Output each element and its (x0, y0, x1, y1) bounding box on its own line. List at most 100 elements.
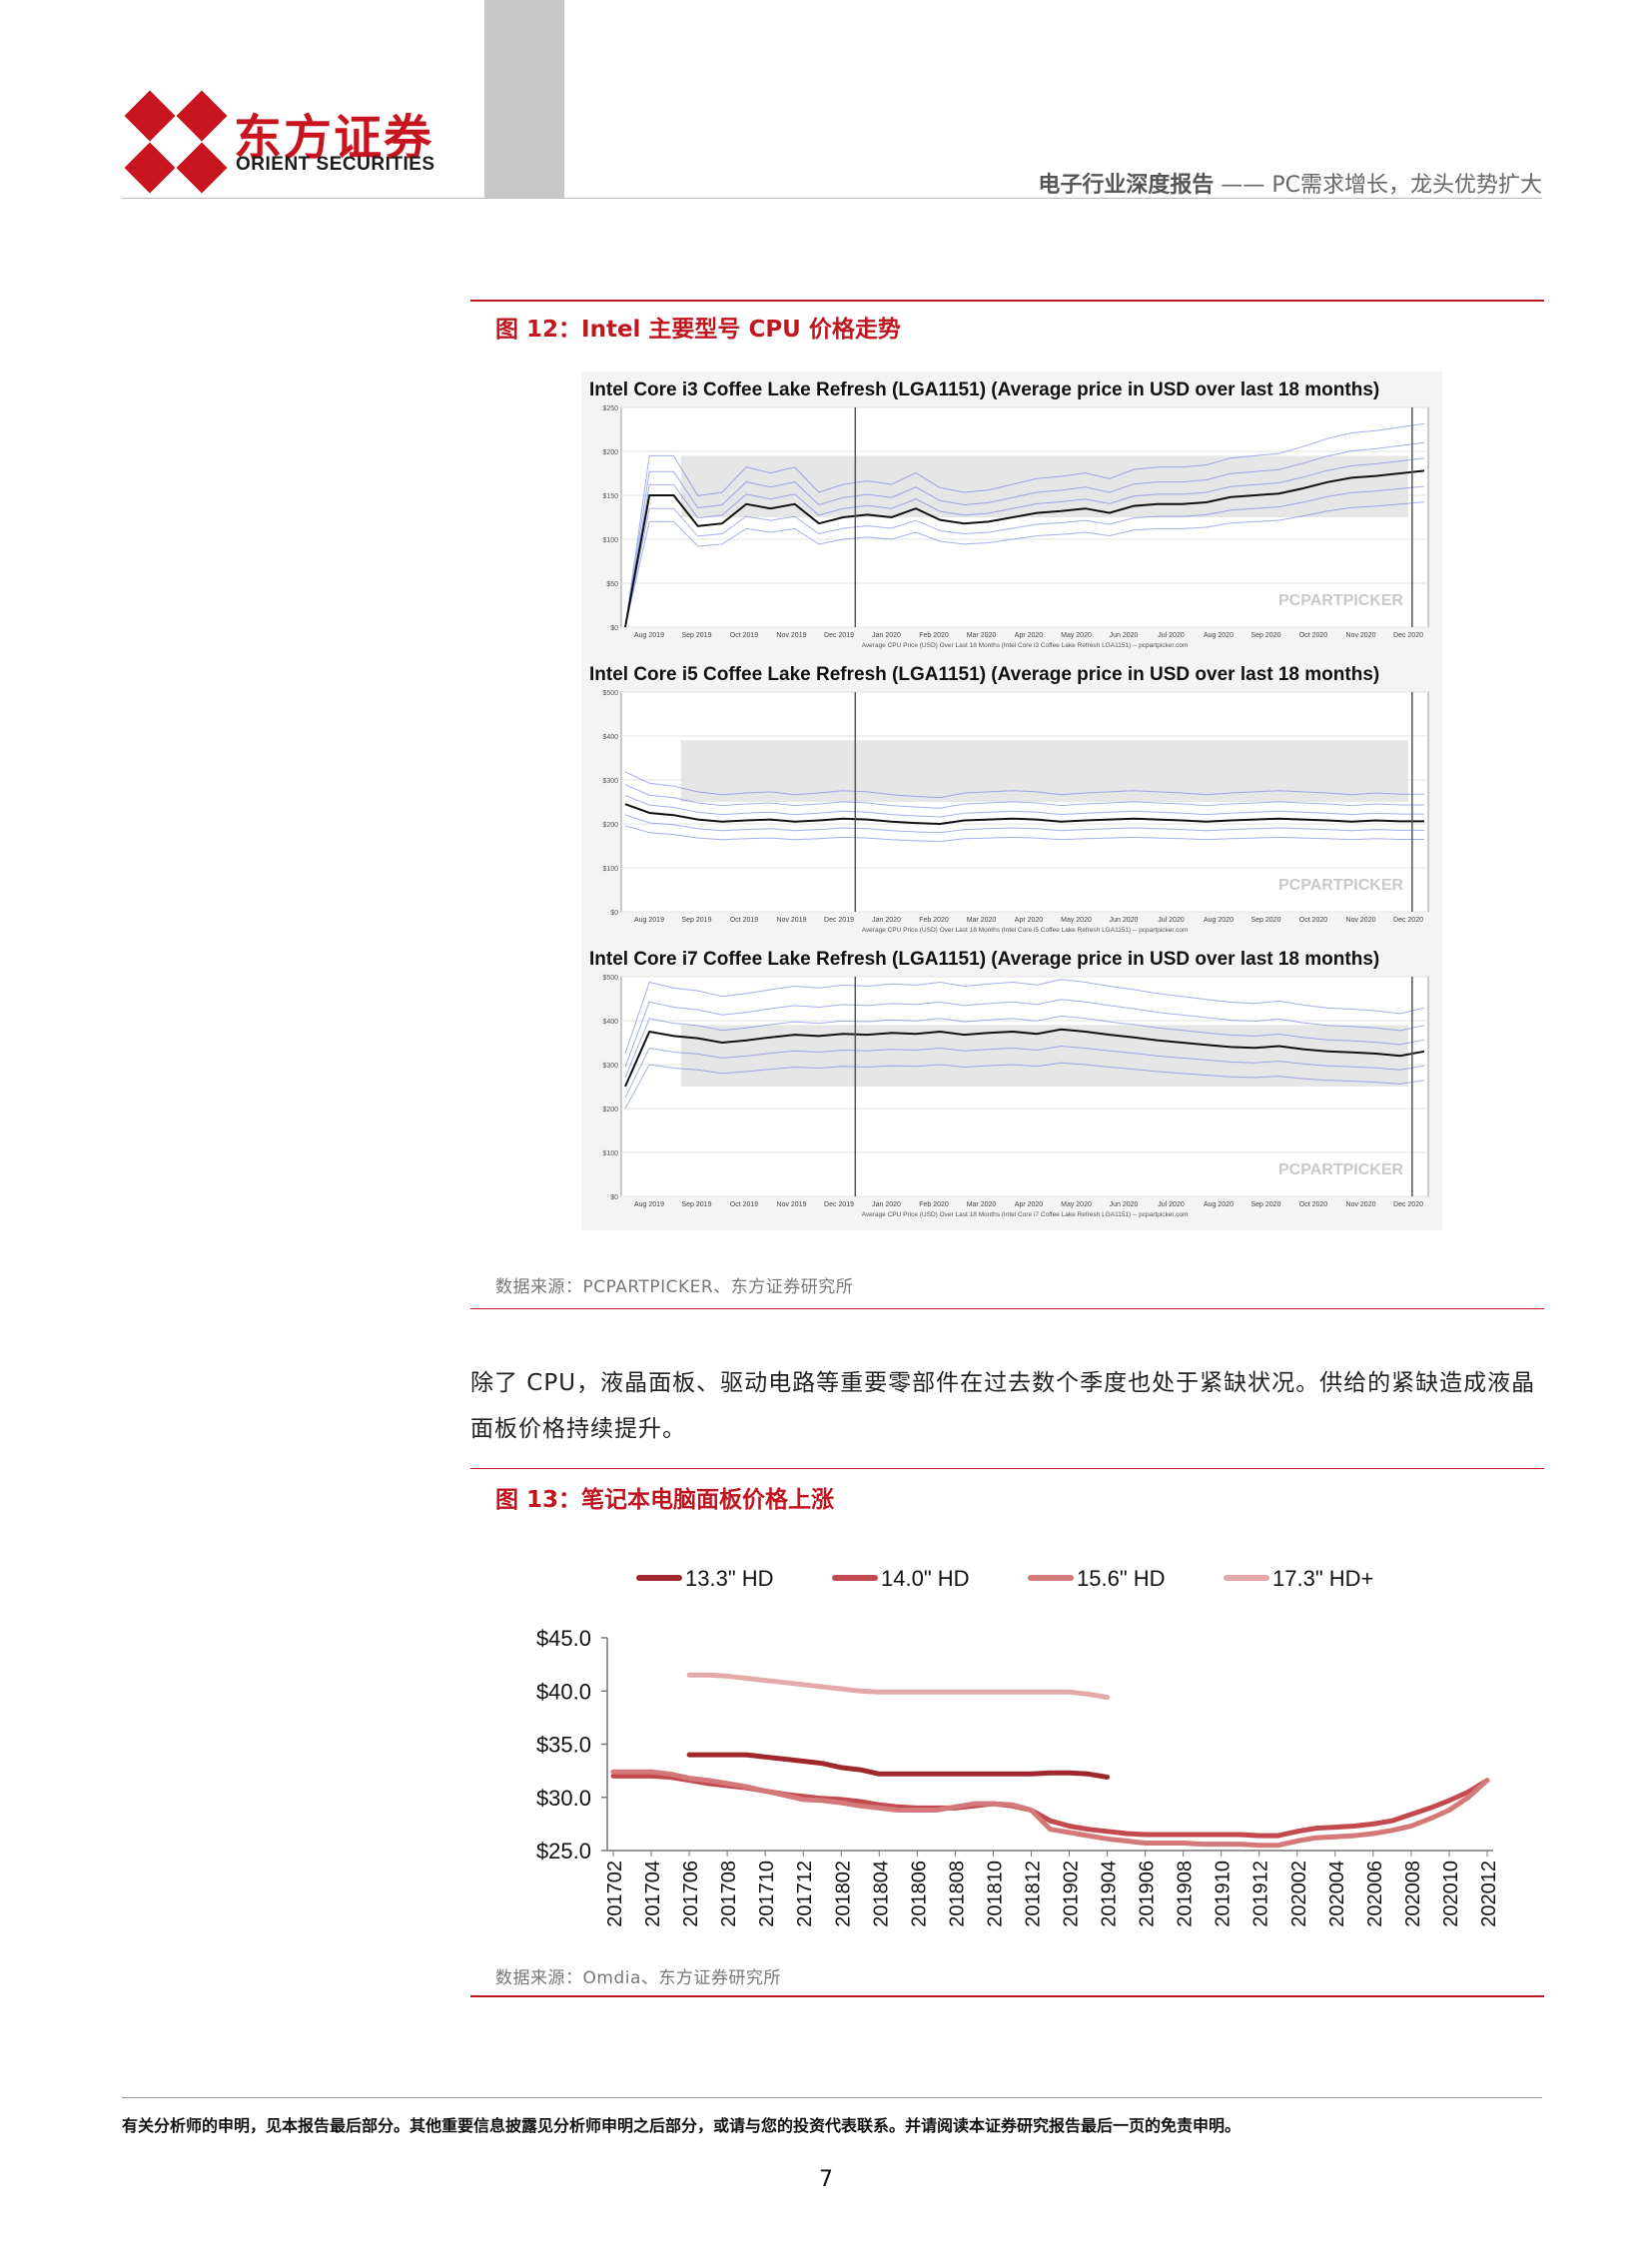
pcpartpicker-watermark: PCPARTPICKER (1278, 1161, 1403, 1178)
listing-price-line (624, 814, 1424, 834)
legend-label: 17.3" HD+ (1272, 1566, 1373, 1591)
y-tick-label: $200 (602, 449, 618, 456)
y-tick-label: $400 (602, 734, 618, 741)
y-tick-label: $100 (602, 1150, 618, 1157)
month-label: Aug 2019 (634, 632, 664, 639)
month-label: Sep 2020 (1251, 917, 1281, 924)
y-tick-label: $25.0 (536, 1839, 591, 1864)
x-tick-label: 201910 (1213, 1861, 1235, 1927)
page-number: 7 (819, 2167, 833, 2192)
panel-footer-note: Average CPU Price (USD) Over Last 18 Mon… (862, 1211, 1189, 1218)
month-label: Nov 2019 (777, 917, 807, 924)
legend-label: 13.3" HD (685, 1566, 774, 1591)
x-tick-label: 201810 (984, 1861, 1006, 1927)
price-range-band (681, 740, 1408, 802)
month-label: May 2020 (1061, 917, 1092, 924)
y-tick-label: $30.0 (536, 1786, 591, 1811)
x-tick-label: 202012 (1478, 1861, 1500, 1927)
panel-footer-note: Average CPU Price (USD) Over Last 18 Mon… (862, 642, 1189, 649)
listing-price-line (624, 1045, 1425, 1099)
listing-price-line (624, 441, 1425, 628)
x-tick-label: 201702 (604, 1861, 626, 1927)
listing-price-line (624, 1062, 1425, 1110)
figure12-caption: 图 12：Intel 主要型号 CPU 价格走势 (495, 317, 901, 343)
y-tick-label: $45.0 (536, 1626, 591, 1651)
month-label: Jun 2020 (1110, 917, 1139, 924)
listing-price-line (624, 485, 1425, 628)
month-label: Dec 2020 (1393, 632, 1423, 639)
month-label: Jan 2020 (872, 1201, 901, 1208)
month-label: Oct 2020 (1299, 1201, 1328, 1208)
header-divider (122, 198, 1542, 199)
figure12-bottom-rule (470, 1308, 1544, 1309)
x-tick-label: 201806 (908, 1861, 930, 1927)
month-label: Nov 2019 (777, 632, 807, 639)
figure12-top-rule (470, 300, 1544, 302)
y-tick-label: $500 (602, 975, 618, 982)
y-tick-label: $200 (602, 1107, 618, 1114)
legend-label: 15.6" HD (1077, 1566, 1166, 1591)
orient-logo-icon (124, 90, 228, 194)
month-label: Jul 2020 (1158, 632, 1185, 639)
x-tick-label: 202004 (1326, 1861, 1348, 1927)
month-label: Jul 2020 (1158, 1201, 1185, 1208)
month-label: Feb 2020 (919, 917, 949, 924)
logo-english-name: ORIENT SECURITIES (236, 154, 435, 175)
y-tick-label: $100 (602, 866, 618, 873)
month-label: Sep 2019 (682, 632, 712, 639)
report-header-title: 电子行业深度报告 —— PC需求增长，龙头优势扩大 (1038, 167, 1542, 199)
x-tick-label: 201706 (680, 1861, 702, 1927)
month-label: Oct 2020 (1299, 917, 1328, 924)
x-tick-label: 201812 (1022, 1861, 1044, 1927)
month-label: Apr 2020 (1015, 632, 1044, 639)
figure13-caption: 图 13：笔记本电脑面板价格上涨 (495, 1487, 835, 1513)
x-tick-label: 201902 (1061, 1861, 1083, 1927)
month-label: Mar 2020 (967, 1201, 997, 1208)
y-tick-label: $300 (602, 778, 618, 785)
month-label: Nov 2020 (1346, 917, 1376, 924)
average-price-line (624, 803, 1424, 826)
header-gray-block (484, 0, 564, 198)
y-tick-label: $35.0 (536, 1733, 591, 1758)
month-label: Aug 2020 (1204, 917, 1234, 924)
month-label: Sep 2019 (682, 917, 712, 924)
x-tick-label: 201710 (756, 1861, 778, 1927)
month-label: Oct 2019 (730, 632, 759, 639)
report-title: PC需求增长，龙头优势扩大 (1271, 173, 1542, 198)
pcpartpicker-watermark: PCPARTPICKER (1278, 877, 1403, 894)
footer-disclaimer: 有关分析师的申明，见本报告最后部分。其他重要信息披露见分析师申明之后部分，或请与… (122, 2116, 1241, 2135)
x-tick-label: 201906 (1137, 1861, 1159, 1927)
month-label: Sep 2019 (682, 1201, 712, 1208)
month-label: Aug 2020 (1204, 1201, 1234, 1208)
report-type: 电子行业深度报告 (1038, 173, 1215, 198)
month-label: Apr 2020 (1015, 1201, 1044, 1208)
month-label: Apr 2020 (1015, 917, 1044, 924)
y-tick-label: $250 (602, 405, 618, 412)
month-label: Sep 2020 (1251, 1201, 1281, 1208)
panel-footer-note: Average CPU Price (USD) Over Last 18 Mon… (862, 927, 1189, 934)
header-dash: —— (1221, 173, 1265, 198)
month-label: Dec 2019 (824, 1201, 854, 1208)
listing-price-line (624, 501, 1425, 628)
listing-price-line (624, 1015, 1425, 1079)
x-tick-label: 201802 (832, 1861, 854, 1927)
y-tick-label: $300 (602, 1063, 618, 1070)
cpu-panel-plot: $500 $400 $300 $200 $100 $0 Aug 2019 Sep 2019 Oc… (602, 975, 1429, 1218)
y-tick-label: $40.0 (536, 1679, 591, 1704)
panel-price-chart: 13.3" HD 14.0" HD 15.6" HD 17.3" HD+ $25.0 $3… (536, 1566, 1500, 1927)
figure13-source: 数据来源：Omdia、东方证券研究所 (495, 1968, 781, 1988)
listing-price-line (624, 825, 1424, 843)
month-label: Jul 2020 (1158, 917, 1185, 924)
cpu-panel-title: Intel Core i3 Coffee Lake Refresh (LGA11… (589, 379, 1380, 400)
listing-price-line (624, 979, 1425, 1055)
month-label: Oct 2019 (730, 917, 759, 924)
x-tick-label: 201808 (946, 1861, 968, 1927)
listing-price-line (624, 795, 1424, 818)
month-label: May 2020 (1061, 632, 1092, 639)
cpu-price-screenshot: Intel Core i3 Coffee Lake Refresh (LGA11… (581, 372, 1442, 1230)
y-tick-label: $0 (610, 625, 618, 632)
x-tick-label: 201904 (1099, 1861, 1121, 1927)
x-tick-label: 201908 (1175, 1861, 1197, 1927)
x-tick-label: 201708 (718, 1861, 740, 1927)
series-line (686, 1752, 1111, 1780)
